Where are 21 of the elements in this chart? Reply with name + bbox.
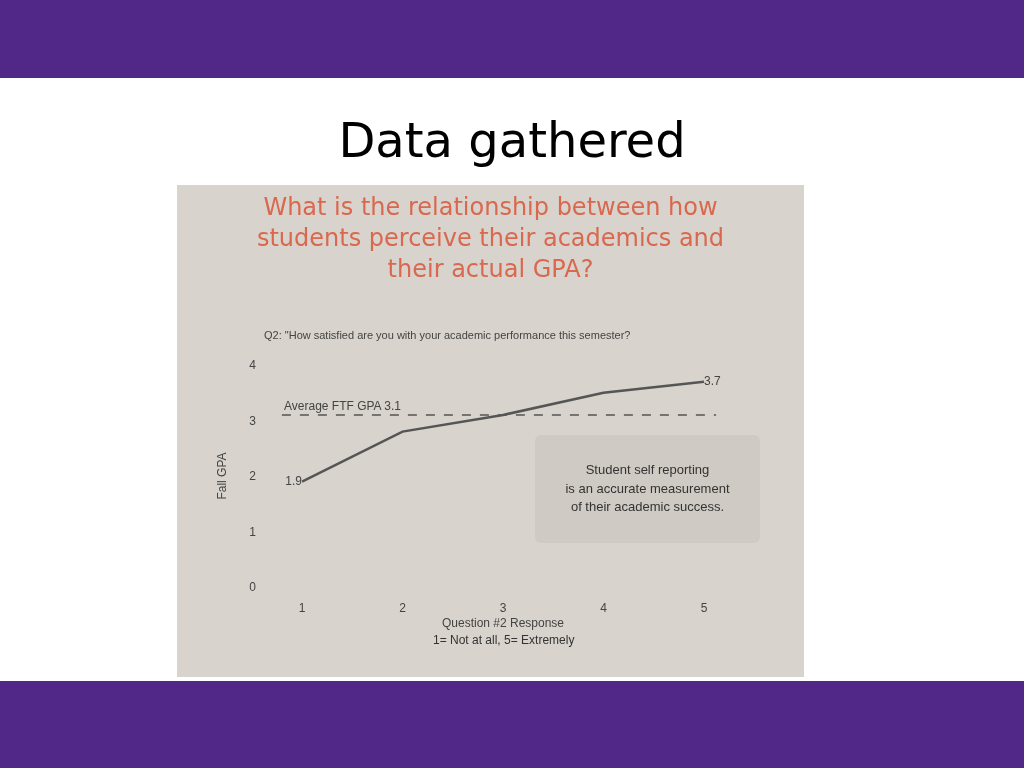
x-tick-label: 1: [298, 601, 306, 615]
note-panel: Student self reporting is an accurate measurement of their academic success.: [535, 435, 760, 543]
y-tick-label: 3: [249, 413, 257, 428]
text: Q2: "How satisfied are you with your academic performance this semester?: [264, 329, 631, 341]
chart-title: Data gathered: [337, 112, 687, 168]
y-tick-label: 4: [249, 358, 257, 373]
x-tick-label: 3: [499, 601, 507, 615]
text: 1= Not at all, 5= Extremely: [433, 633, 575, 647]
ref-line-label: Average FTF GPA 3.1: [284, 399, 402, 413]
x-tick-label: 2: [399, 601, 407, 615]
data-label: 1.9: [285, 473, 303, 488]
data-label: 3.7: [704, 373, 722, 388]
chart-subtitle: What is the relationship between how students perceive their academics and their actual GPA?: [256, 192, 725, 283]
x-tick-label: 4: [600, 601, 608, 615]
y-tick-label: 2: [249, 469, 257, 484]
y-tick-label: 0: [249, 580, 257, 595]
annotation: Student self reporting is an accurate measurement of their academic success.: [565, 460, 730, 517]
x-axis-title: Question #2 Response: [441, 615, 565, 630]
y-axis-title: Fall GPA: [214, 452, 229, 500]
y-tick-label: 1: [249, 524, 257, 539]
x-tick-label: 5: [700, 601, 708, 615]
